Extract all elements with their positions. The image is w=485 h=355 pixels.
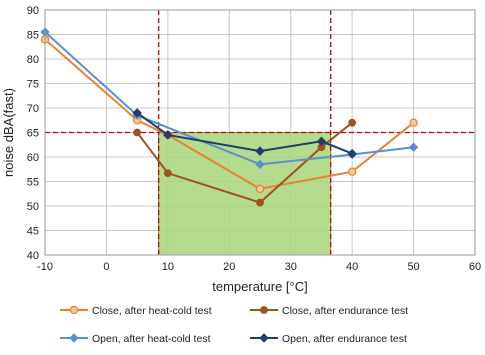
legend-item: Open, after endurance test: [250, 333, 407, 345]
legend-label: Close, after endurance test: [282, 305, 408, 317]
x-tick-label: 10: [162, 261, 174, 273]
legend-item: Open, after heat-cold test: [60, 333, 211, 345]
x-tick-label: 60: [469, 261, 481, 273]
data-point: [163, 130, 173, 140]
x-tick-label: -10: [37, 261, 53, 273]
y-tick-label: 40: [27, 250, 39, 262]
x-axis-title: temperature [°C]: [212, 279, 308, 294]
data-point: [255, 159, 265, 170]
data-point: [133, 128, 142, 137]
y-tick-label: 65: [27, 128, 39, 140]
data-point: [256, 198, 264, 207]
x-tick-label: 0: [103, 261, 109, 273]
data-point: [348, 118, 357, 127]
y-tick-label: 60: [27, 152, 39, 164]
data-point: [347, 167, 357, 176]
y-axis-title: noise dBA(fast): [1, 88, 16, 177]
x-tick-label: 30: [285, 261, 297, 273]
series-4: [132, 108, 357, 159]
x-tick-label: 50: [407, 261, 419, 273]
data-point: [163, 169, 172, 178]
data-point: [316, 136, 327, 147]
acceptance-region: [158, 132, 332, 256]
data-point: [408, 142, 419, 152]
x-tick-label: 20: [223, 261, 235, 273]
legend-item: Close, after endurance test: [250, 305, 408, 317]
y-tick-label: 70: [27, 103, 39, 115]
data-point: [409, 118, 418, 127]
legend-label: Close, after heat-cold test: [92, 305, 212, 317]
legend: Close, after heat-cold test Close, after …: [60, 305, 408, 345]
plot-frame: [44, 9, 476, 256]
y-tick-label: 90: [27, 5, 39, 17]
data-point: [347, 148, 357, 159]
series-line: [44, 38, 415, 190]
legend-label: Open, after endurance test: [282, 333, 407, 345]
x-tick-label: 40: [346, 261, 358, 273]
legend-swatch-marker: [260, 306, 268, 314]
series-group: [40, 27, 419, 207]
legend-label: Open, after heat-cold test: [92, 333, 211, 345]
legend-swatch-marker: [259, 333, 269, 343]
y-tick-label: 85: [27, 30, 39, 42]
data-point: [255, 146, 265, 156]
y-tick-label: 50: [27, 201, 39, 213]
limit-overlay: [45, 10, 475, 256]
y-tick-label: 45: [27, 226, 39, 238]
legend-swatch-marker: [69, 333, 79, 343]
legend-swatch-marker: [69, 305, 79, 315]
y-tick-label: 55: [27, 177, 39, 189]
y-tick-label: 80: [27, 54, 39, 66]
data-point: [132, 108, 142, 118]
y-tick-label: 75: [27, 79, 39, 91]
axes: 40 45 50 55 60 65 70 75 80 85 90 -10 0 10 20 30 40 50 60: [27, 5, 481, 273]
data-point: [255, 184, 265, 194]
series-2: [133, 118, 357, 207]
legend-item: Close, after heat-cold test: [60, 305, 212, 317]
